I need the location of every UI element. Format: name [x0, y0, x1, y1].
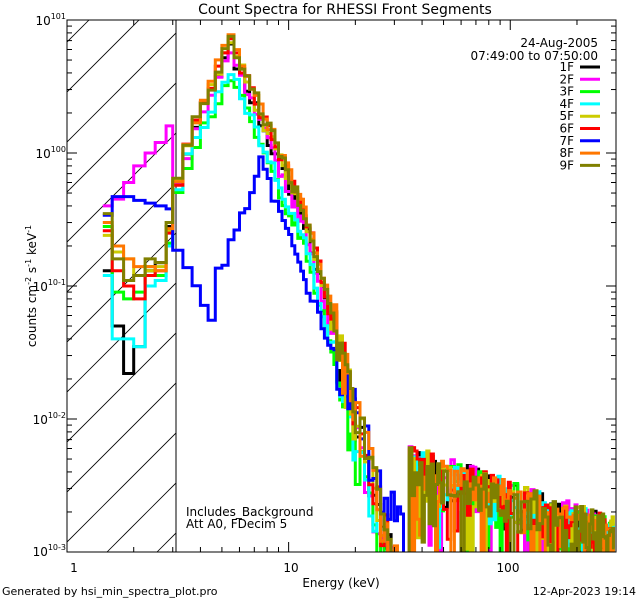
legend-label-8f: 8F: [559, 146, 574, 160]
chart-title: Count Spectra for RHESSI Front Segments: [198, 2, 492, 18]
annotation-attenuator: Att A0, FDecim 5: [186, 517, 287, 531]
series-line-9f: [102, 34, 615, 552]
ytick-exp-0: 100: [51, 145, 66, 154]
legend-label-4f: 4F: [559, 97, 574, 111]
legend-label-1f: 1F: [559, 60, 574, 74]
hatch-line: [67, 382, 176, 493]
series-group: [102, 33, 615, 552]
legend-label-5f: 5F: [559, 109, 574, 123]
xtick-label-10: 10: [283, 561, 298, 575]
axis-ticks: [66, 19, 617, 553]
hatch-line: [67, 432, 176, 543]
x-axis-label: Energy (keV): [302, 576, 379, 590]
legend-label-9f: 9F: [559, 158, 574, 172]
xtick-label-100: 100: [497, 561, 520, 575]
y-axis-label: counts cm-2 s-1 keV-1: [24, 225, 39, 347]
ytick-label-1e-2: 1010-2: [33, 411, 66, 427]
observation-date: 24-Aug-2005: [520, 36, 598, 50]
ytick-label-1e-3: 1010-3: [33, 543, 66, 559]
footer-timestamp: 12-Apr-2023 19:14: [533, 585, 636, 598]
ytick-exp-m2: 10-2: [48, 411, 66, 420]
hatch-line: [67, 182, 176, 293]
ytick-label-1e0: 10100: [35, 145, 66, 161]
ytick-label-1e1: 10101: [35, 12, 66, 28]
footer-generator: Generated by hsi_min_spectra_plot.pro: [2, 585, 218, 598]
xtick-label-1: 1: [70, 561, 78, 575]
hatch-line: [67, 82, 176, 193]
annotation-background: Includes_Background: [186, 505, 314, 519]
ytick-exp-1: 101: [51, 12, 66, 21]
hatch-line: [67, 32, 176, 143]
observation-time-range: 07:49:00 to 07:50:00: [471, 49, 598, 63]
ytick-exp-m1: 10-1: [48, 278, 66, 287]
ytick-exp-m3: 10-3: [48, 543, 66, 552]
legend-label-6f: 6F: [559, 122, 574, 136]
legend-label-7f: 7F: [559, 134, 574, 148]
legend-label-2f: 2F: [559, 72, 574, 86]
legend-label-3f: 3F: [559, 85, 574, 99]
